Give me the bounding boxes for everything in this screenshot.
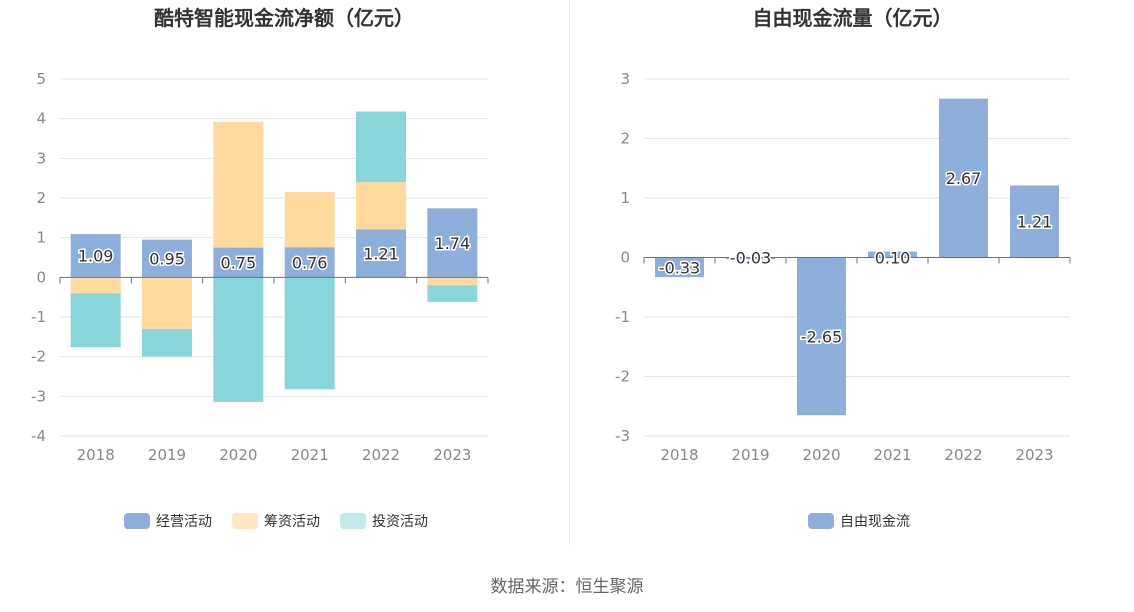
left-legend-swatch [340,513,366,529]
right-y-tick-label: -2 [615,368,630,386]
left-legend-label: 经营活动 [156,514,212,530]
left-data-label: 0.76 [292,253,328,272]
right-bar-2019 [726,257,775,260]
left-data-label: 0.95 [149,249,185,268]
left-bar-2018 [70,293,121,348]
left-legend-swatch [124,513,150,529]
left-x-tick-label: 2018 [77,446,115,464]
left-bar-2018 [70,234,121,278]
right-data-label: -2.65 [801,327,842,346]
left-y-tick-label: 0 [36,268,46,286]
right-bar-2022 [939,98,988,258]
left-legend-label: 筹资活动 [264,513,320,530]
left-bar-2022 [356,229,406,278]
left-y-tick-label: 4 [36,110,46,128]
left-x-tick-label: 2022 [362,446,400,464]
right-x-tick-label: 2021 [873,446,911,464]
left-data-label: 0.75 [221,253,257,272]
left-data-label: 1.09 [78,247,114,266]
right-data-label: 2.67 [946,169,982,188]
right-y-tick-label: 1 [620,189,630,207]
left-bar-2019 [142,277,192,329]
data-source-note: 数据来源：恒生聚源 [490,577,644,597]
right-chart-title: 自由现金流量（亿元） [752,6,953,30]
right-bar-2021 [868,251,917,258]
right-data-label: -0.03 [730,249,771,268]
right-legend-swatch [808,513,834,529]
left-x-tick-label: 2020 [219,446,257,464]
left-legend-swatch [232,513,258,529]
left-y-tick-label: -4 [31,427,46,445]
right-x-tick-label: 2023 [1015,446,1053,464]
right-data-label: 0.10 [875,249,911,268]
right-bar-2023 [1010,185,1059,258]
left-bar-2022 [356,182,406,230]
right-y-tick-label: -1 [615,308,630,326]
left-x-tick-label: 2019 [148,446,186,464]
left-y-tick-label: -2 [31,348,46,366]
panel-divider [569,0,570,545]
left-y-tick-label: 3 [36,149,46,167]
left-legend-label: 投资活动 [372,514,428,530]
left-chart-panel: 酷特智能现金流净额（亿元） 5 4 3 2 1 0 -1 -2 -3 -4 2018 2019 2020… [0,0,568,545]
left-bar-2021 [284,247,335,278]
right-y-tick-label: 2 [620,130,630,148]
right-chart-svg: 3 2 1 0 -1 -2 -3 2018 2019 2020 2021 2022 2023 -0.33 -… [615,70,1071,530]
left-bar-2018 [70,277,121,294]
left-bar-2023 [427,285,478,302]
left-data-label: 1.21 [363,244,399,263]
left-x-tick-label: 2023 [433,446,471,464]
left-y-tick-label: 1 [36,229,46,247]
right-y-tick-label: -3 [615,427,630,445]
left-chart-title: 酷特智能现金流净额（亿元） [154,6,414,30]
left-bar-2020 [213,121,264,248]
left-x-tick-label: 2021 [291,446,329,464]
left-y-tick-label: -1 [31,308,46,326]
left-bar-2021 [284,192,335,248]
left-bar-2020 [213,247,264,278]
left-data-label: 1.74 [435,234,471,253]
left-bar-2023 [427,208,478,278]
right-chart-panel: 自由现金流量（亿元） 3 2 1 0 -1 -2 -3 2018 2019 2020 2021 202… [571,0,1134,545]
left-bar-2019 [142,239,192,278]
right-x-tick-label: 2022 [944,446,982,464]
left-bar-2023 [427,277,478,286]
right-x-tick-label: 2019 [731,446,769,464]
right-x-tick-label: 2018 [660,446,698,464]
right-data-label: -0.33 [659,258,700,277]
left-bar-2021 [284,277,335,390]
right-y-tick-label: 3 [620,70,630,88]
left-y-tick-label: -3 [31,387,46,405]
right-y-tick-label: 0 [620,249,630,267]
left-bar-2020 [213,277,264,402]
right-data-label: 1.21 [1017,213,1053,232]
right-legend-label: 自由现金流 [840,514,910,530]
right-x-tick-label: 2020 [802,446,840,464]
left-bar-2022 [356,111,406,183]
left-bar-2019 [142,328,192,357]
right-bar-2020 [797,257,846,416]
right-bar-2018 [655,257,704,278]
left-y-tick-label: 2 [36,189,46,207]
left-y-tick-label: 5 [36,70,46,88]
left-chart-svg: 5 4 3 2 1 0 -1 -2 -3 -4 2018 2019 2020 2021 2022 2023 1.… [31,70,489,530]
